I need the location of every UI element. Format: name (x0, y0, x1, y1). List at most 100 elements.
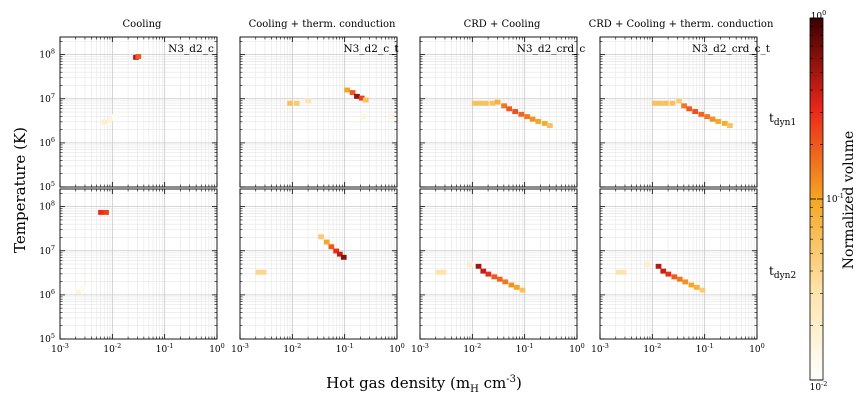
heat-cell (107, 116, 114, 122)
x-tick-label: 10-1 (156, 342, 174, 355)
heat-cell (305, 98, 312, 104)
heat-cell (704, 114, 710, 120)
colorbar-tick-exp: 0 (822, 9, 826, 17)
heat-cell (682, 279, 689, 285)
heat-cell (519, 287, 526, 293)
y-tick-label: 108 (39, 200, 55, 213)
heat-cell (354, 93, 360, 99)
row-label-tdyn2-main: t (769, 264, 774, 278)
x-tick-base: 10 (51, 345, 63, 355)
y-tick-label: 105 (39, 180, 55, 193)
x-tick-base: 10 (591, 345, 603, 355)
heat-cell (333, 248, 340, 254)
x-tick-base: 10 (103, 345, 115, 355)
heat-cell (435, 269, 442, 275)
column-title-crd-cooling: CRD + Cooling (464, 19, 541, 30)
x-tick-base: 10 (643, 345, 655, 355)
heat-cell (328, 244, 335, 250)
heat-cell (349, 90, 356, 96)
heat-cell (359, 114, 366, 120)
panel-sim-label: N3_d2_crd_c_t (692, 43, 771, 55)
heat-cell (494, 99, 501, 105)
panel-sim-label: N3_d2_c (168, 43, 214, 55)
heat-cell (529, 116, 536, 122)
panel-sim-label: N3_d2_crd_c (517, 43, 586, 55)
heat-cell (709, 116, 716, 122)
x-tick-base: 10 (156, 345, 168, 355)
heat-cell (665, 271, 672, 277)
colorbar-tick-base: 10 (826, 195, 838, 205)
y-tick-exp: 7 (51, 244, 55, 252)
x-axis-label-end: ) (516, 374, 522, 392)
column-title-cooling: Cooling (123, 19, 163, 30)
x-tick-exp: -2 (295, 342, 301, 350)
x-tick-base: 10 (696, 345, 708, 355)
x-tick-label: 10-3 (591, 342, 609, 355)
colorbar-tick-exp: -2 (821, 380, 827, 388)
heat-cell (471, 100, 478, 106)
colorbar-tick-base: 10 (810, 383, 822, 393)
row-label-tdyn1: tdyn1 (769, 111, 796, 128)
heat-cell (287, 100, 294, 106)
heat-cell (98, 209, 104, 215)
row-label-tdyn2: tdyn2 (769, 264, 796, 281)
panel-1-3: 10-3 10-2 10-1 100 (591, 188, 765, 355)
y-tick-base: 10 (39, 335, 51, 345)
heat-cell (475, 263, 482, 269)
y-tick-base: 10 (39, 51, 51, 61)
y-tick-base: 10 (39, 247, 51, 257)
row-label-tdyn2-sub: dyn2 (774, 271, 796, 281)
heat-cell (721, 120, 728, 126)
x-tick-label: 100 (569, 342, 585, 355)
heat-cell (518, 111, 525, 117)
heat-cell (681, 103, 687, 109)
heat-cell (699, 287, 706, 293)
heat-cell (693, 284, 700, 290)
y-tick-label: 105 (39, 332, 55, 345)
y-tick-label: 106 (39, 288, 55, 301)
heat-cell (541, 120, 548, 126)
y-tick-label: 107 (39, 92, 55, 105)
x-tick-base: 10 (516, 345, 528, 355)
x-tick-exp: -1 (707, 342, 713, 350)
panel-1-1: 10-3 10-2 10-1 100 (231, 188, 405, 355)
y-tick-exp: 5 (51, 332, 55, 340)
x-axis-label: Hot gas density (mH cm-3) (326, 374, 522, 395)
x-tick-exp: 0 (401, 342, 405, 350)
y-tick-label: 107 (39, 244, 55, 257)
heat-cell (688, 282, 695, 288)
heat-cell (676, 98, 682, 104)
x-axis-label-tail: cm (479, 374, 506, 392)
y-tick-label: 108 (39, 48, 55, 61)
x-tick-label: 10-3 (51, 342, 69, 355)
heat-cell (491, 274, 498, 280)
x-tick-label: 100 (209, 342, 225, 355)
x-tick-base: 10 (463, 345, 475, 355)
y-tick-exp: 7 (51, 92, 55, 100)
x-tick-base: 10 (569, 345, 581, 355)
x-tick-exp: 0 (221, 342, 225, 350)
x-tick-label: 10-2 (283, 342, 301, 355)
heat-cell (103, 209, 109, 215)
heat-cell (513, 284, 520, 290)
heat-cell (344, 87, 350, 93)
x-tick-base: 10 (231, 345, 243, 355)
panel-0-2: N3_d2_crd_c (419, 36, 586, 188)
colorbar-tick-exp: -1 (838, 192, 844, 200)
heat-cell (657, 100, 664, 106)
x-tick-base: 10 (389, 345, 401, 355)
heat-cell (698, 111, 705, 117)
heat-cell (255, 269, 262, 275)
y-tick-exp: 8 (51, 48, 55, 56)
heat-cell (111, 114, 118, 120)
x-tick-exp: -1 (527, 342, 533, 350)
x-axis-label-main: Hot gas density (m (326, 374, 470, 392)
x-tick-base: 10 (283, 345, 295, 355)
heat-cell (663, 100, 669, 106)
x-tick-base: 10 (209, 345, 221, 355)
y-tick-base: 10 (39, 95, 51, 105)
x-tick-label: 10-1 (336, 342, 354, 355)
